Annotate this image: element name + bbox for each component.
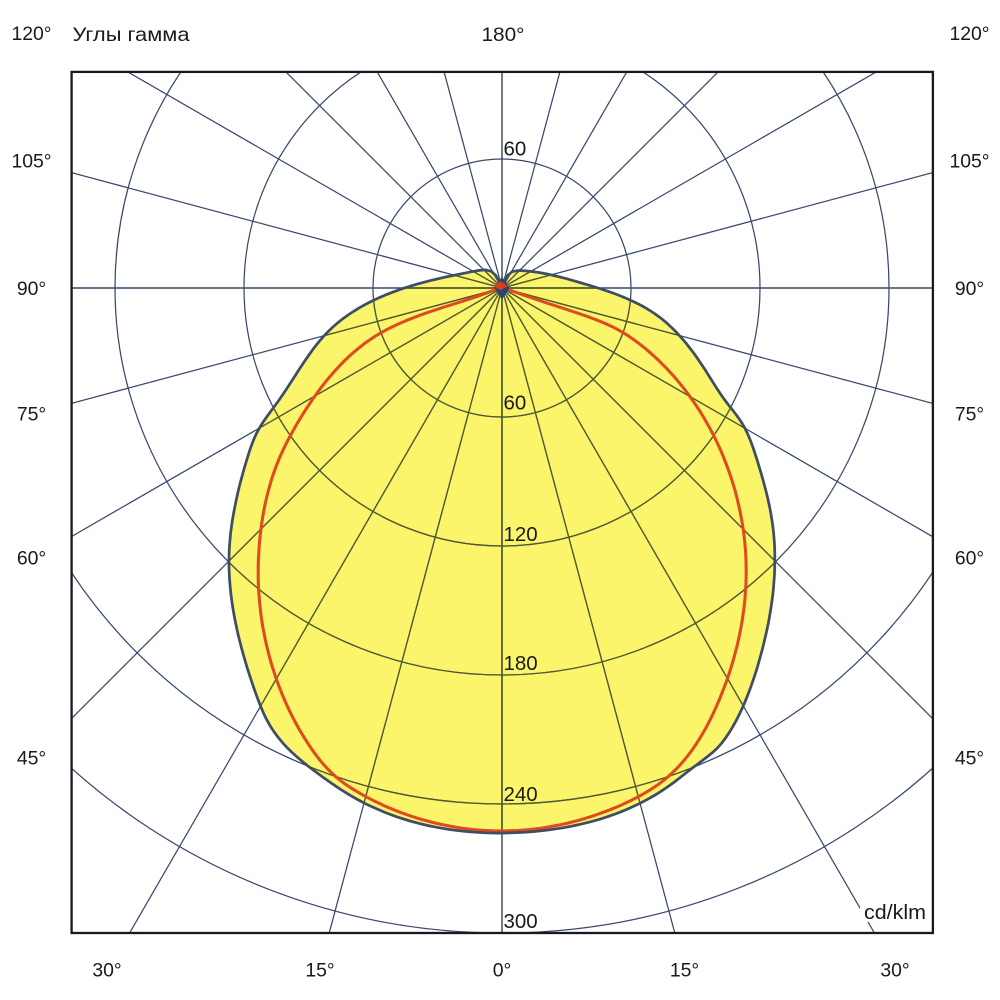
svg-text:240: 240 (504, 783, 538, 806)
svg-text:60°: 60° (17, 547, 46, 569)
svg-text:90°: 90° (17, 278, 46, 300)
svg-text:30°: 30° (92, 959, 121, 981)
svg-text:Углы гамма: Углы гамма (73, 24, 190, 46)
svg-text:cd/klm: cd/klm (864, 901, 926, 924)
svg-text:180°: 180° (482, 24, 525, 46)
svg-text:0°: 0° (493, 959, 512, 981)
svg-text:300: 300 (504, 910, 538, 933)
svg-text:60: 60 (504, 392, 527, 415)
svg-text:105°: 105° (11, 150, 51, 172)
svg-text:45°: 45° (955, 747, 984, 769)
svg-text:120°: 120° (949, 23, 989, 45)
svg-text:60: 60 (504, 138, 527, 161)
svg-text:120°: 120° (11, 23, 51, 45)
svg-text:45°: 45° (17, 747, 46, 769)
svg-text:105°: 105° (949, 150, 989, 172)
svg-text:15°: 15° (670, 959, 699, 981)
svg-text:120: 120 (504, 523, 538, 546)
svg-text:180: 180 (504, 652, 538, 675)
svg-text:90°: 90° (955, 278, 984, 300)
svg-text:60°: 60° (955, 547, 984, 569)
svg-text:75°: 75° (17, 403, 46, 425)
svg-text:75°: 75° (955, 403, 984, 425)
svg-text:15°: 15° (305, 959, 334, 981)
svg-text:30°: 30° (880, 959, 909, 981)
